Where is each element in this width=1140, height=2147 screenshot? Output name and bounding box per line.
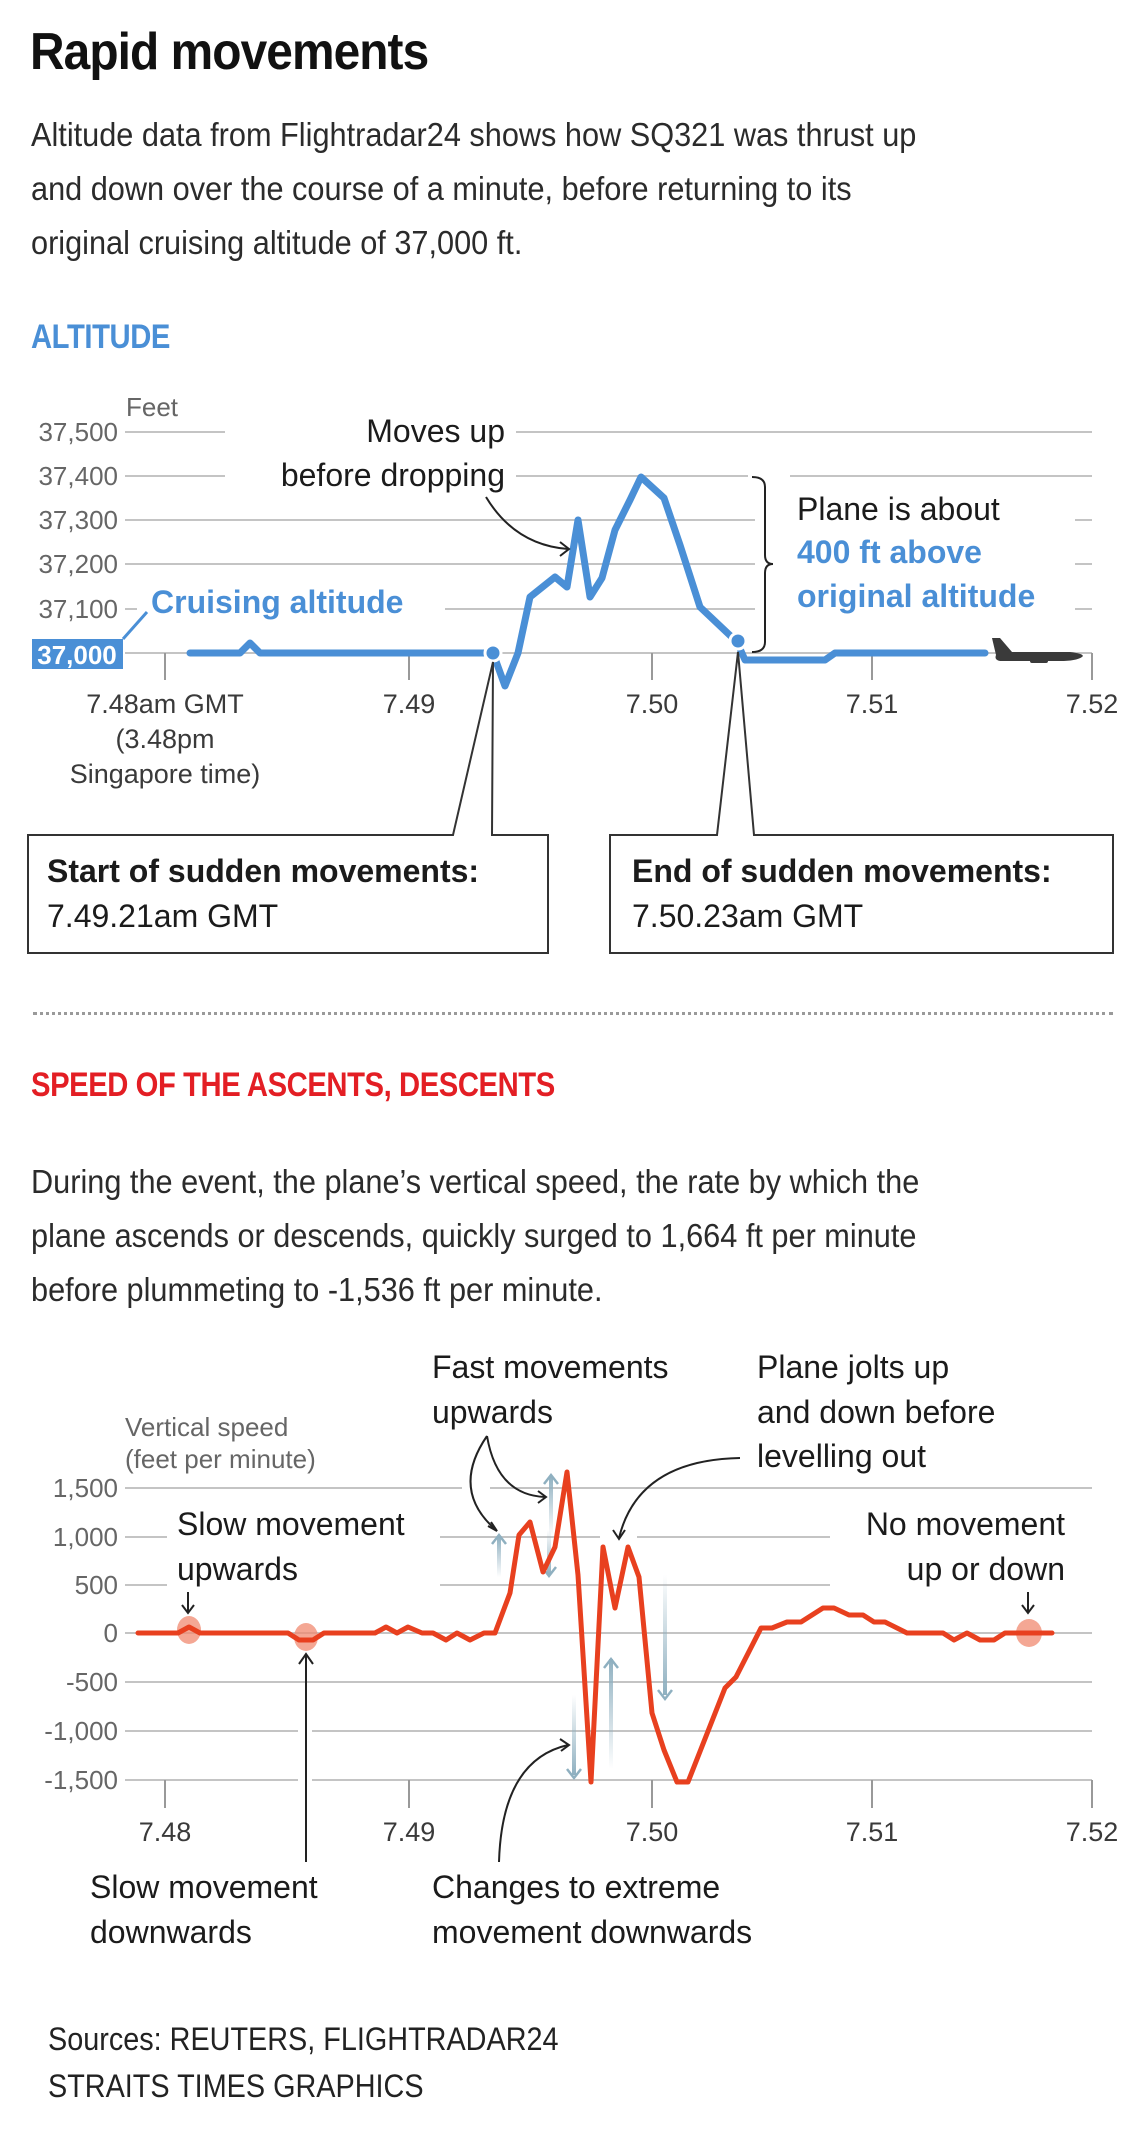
end-callout-time: 7.50.23am GMT — [632, 898, 863, 934]
highlight-markers — [177, 1616, 1042, 1651]
y-tick-label: 500 — [75, 1570, 118, 1600]
speed-intro-line-2: plane ascends or descends, quickly surge… — [31, 1217, 917, 1254]
start-point-marker — [483, 643, 503, 663]
slow-down-arrow — [298, 1652, 314, 1862]
y-tick-label: -1,000 — [44, 1716, 118, 1746]
speed-section-label: SPEED OF THE ASCENTS, DESCENTS — [31, 1066, 555, 1104]
altitude-section-label: ALTITUDE — [31, 318, 170, 356]
vertical-speed-line — [135, 1469, 1055, 1785]
slow-up-label-2: upwards — [177, 1551, 298, 1587]
y-tick-label: -1,500 — [44, 1765, 118, 1795]
fast-up-label-2: upwards — [432, 1394, 553, 1430]
y-unit-label-1: Vertical speed — [125, 1412, 288, 1442]
slow-down-label-1: Slow movement — [90, 1869, 318, 1905]
y-tick-label: 37,100 — [38, 594, 118, 624]
bracket-icon — [751, 476, 774, 653]
y-tick-label: 1,000 — [53, 1522, 118, 1552]
jolts-arrow — [618, 1457, 741, 1539]
y-unit-label-2: (feet per minute) — [125, 1444, 316, 1474]
intro-line-1: Altitude data from Flightradar24 shows h… — [31, 116, 917, 153]
slow-up-label-1: Slow movement — [177, 1506, 405, 1542]
arrowhead-icon — [559, 541, 571, 557]
arrowhead-icon — [559, 1738, 571, 1752]
speed-intro-line-1: During the event, the plane’s vertical s… — [31, 1163, 920, 1200]
slow-up-arrow — [181, 1592, 195, 1615]
start-callout-box — [27, 661, 549, 954]
plane-about-blue-2: original altitude — [797, 578, 1035, 614]
start-callout-title: Start of sudden movements: — [47, 853, 479, 889]
cruising-leader-line — [121, 611, 149, 640]
arrowhead-icon — [537, 1490, 548, 1504]
jolts-label-3: levelling out — [757, 1438, 926, 1474]
altitude-chart: Feet 37,500 37,400 37,300 37,200 37,100 … — [27, 392, 1119, 954]
airplane-icon — [992, 638, 1083, 663]
y-tick-label: 0 — [104, 1618, 118, 1648]
y-tick-label: 37,500 — [38, 417, 118, 447]
y-unit-label: Feet — [126, 392, 179, 422]
arrowhead-icon — [487, 1521, 498, 1532]
slow-down-label-2: downwards — [90, 1914, 252, 1950]
arrowhead-icon — [612, 1529, 626, 1541]
baseline-label: 37,000 — [37, 640, 117, 670]
moves-up-label-2: before dropping — [281, 457, 505, 493]
fast-up-arrow-1 — [469, 1435, 497, 1531]
y-tick-label: 1,500 — [53, 1473, 118, 1503]
x-tick-label: 7.51 — [846, 689, 899, 719]
intro-line-3: original cruising altitude of 37,000 ft. — [31, 224, 523, 261]
x-tick-sublabel: (3.48pm — [115, 724, 214, 754]
cruising-altitude-label: Cruising altitude — [151, 584, 403, 620]
extreme-down-label-1: Changes to extreme — [432, 1869, 720, 1905]
x-tick-label: 7.51 — [846, 1817, 899, 1847]
end-callout-box — [609, 651, 1114, 954]
x-tick-label: 7.48 — [139, 1817, 192, 1847]
y-tick-label: 37,200 — [38, 549, 118, 579]
x-tick-label: 7.50 — [626, 1817, 679, 1847]
direction-arrows — [491, 1472, 673, 1781]
y-tick-label: 37,300 — [38, 505, 118, 535]
plane-about-label: Plane is about — [797, 491, 1000, 527]
plane-about-blue-1: 400 ft above — [797, 534, 982, 570]
graphics-credit: STRAITS TIMES GRAPHICS — [48, 2068, 424, 2104]
x-tick-sublabel: Singapore time) — [70, 759, 261, 789]
end-callout-title: End of sudden movements: — [632, 853, 1052, 889]
y-tick-label: -500 — [66, 1667, 118, 1697]
moves-up-arrow — [485, 496, 569, 550]
fast-up-arrow-2 — [486, 1435, 546, 1498]
no-move-label-1: No movement — [866, 1506, 1065, 1542]
fast-up-label-1: Fast movements — [432, 1349, 669, 1385]
altitude-x-ticks — [164, 653, 1093, 680]
speed-x-ticks — [164, 1780, 1093, 1808]
x-tick-label: 7.49 — [383, 689, 436, 719]
start-callout-time: 7.49.21am GMT — [47, 898, 278, 934]
jolts-label-1: Plane jolts up — [757, 1349, 949, 1385]
intro-line-2: and down over the course of a minute, be… — [31, 170, 852, 207]
baseline-label-box — [32, 639, 123, 669]
x-tick-label: 7.50 — [626, 689, 679, 719]
y-tick-label: 37,400 — [38, 461, 118, 491]
end-point-marker — [728, 631, 748, 651]
x-tick-label: 7.52 — [1066, 1817, 1119, 1847]
speed-gridlines — [125, 1487, 1092, 1781]
section-divider — [33, 1012, 1113, 1015]
extreme-down-label-2: movement downwards — [432, 1914, 752, 1950]
no-move-arrow — [1021, 1592, 1035, 1615]
extreme-down-arrow — [498, 1744, 569, 1863]
moves-up-label-1: Moves up — [366, 413, 505, 449]
jolts-label-2: and down before — [757, 1394, 995, 1430]
x-tick-label: 7.48am GMT — [86, 689, 244, 719]
x-tick-label: 7.49 — [383, 1817, 436, 1847]
page-title: Rapid movements — [30, 23, 429, 81]
x-tick-label: 7.52 — [1066, 689, 1119, 719]
speed-intro-line-3: before plummeting to -1,536 ft per minut… — [31, 1271, 603, 1308]
no-move-label-2: up or down — [907, 1551, 1065, 1587]
sources-credit: Sources: REUTERS, FLIGHTRADAR24 — [48, 2021, 559, 2057]
